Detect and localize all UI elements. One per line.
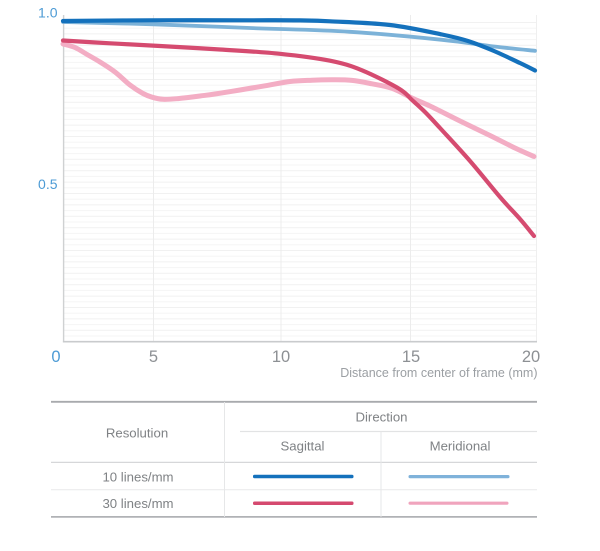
svg-text:Sagittal: Sagittal: [281, 439, 325, 454]
svg-text:5: 5: [149, 348, 158, 366]
svg-text:0.5: 0.5: [38, 176, 58, 192]
svg-text:Direction: Direction: [355, 410, 407, 425]
svg-text:10: 10: [272, 348, 290, 366]
svg-text:15: 15: [402, 348, 420, 366]
svg-text:Distance from center of frame: Distance from center of frame (mm): [340, 366, 537, 380]
svg-text:1.0: 1.0: [38, 5, 58, 21]
svg-text:Meridional: Meridional: [430, 439, 491, 454]
svg-text:Resolution: Resolution: [106, 426, 168, 441]
svg-text:30 lines/mm: 30 lines/mm: [102, 496, 173, 511]
svg-text:0: 0: [51, 348, 60, 366]
svg-text:20: 20: [522, 348, 540, 366]
svg-text:10 lines/mm: 10 lines/mm: [102, 469, 173, 484]
